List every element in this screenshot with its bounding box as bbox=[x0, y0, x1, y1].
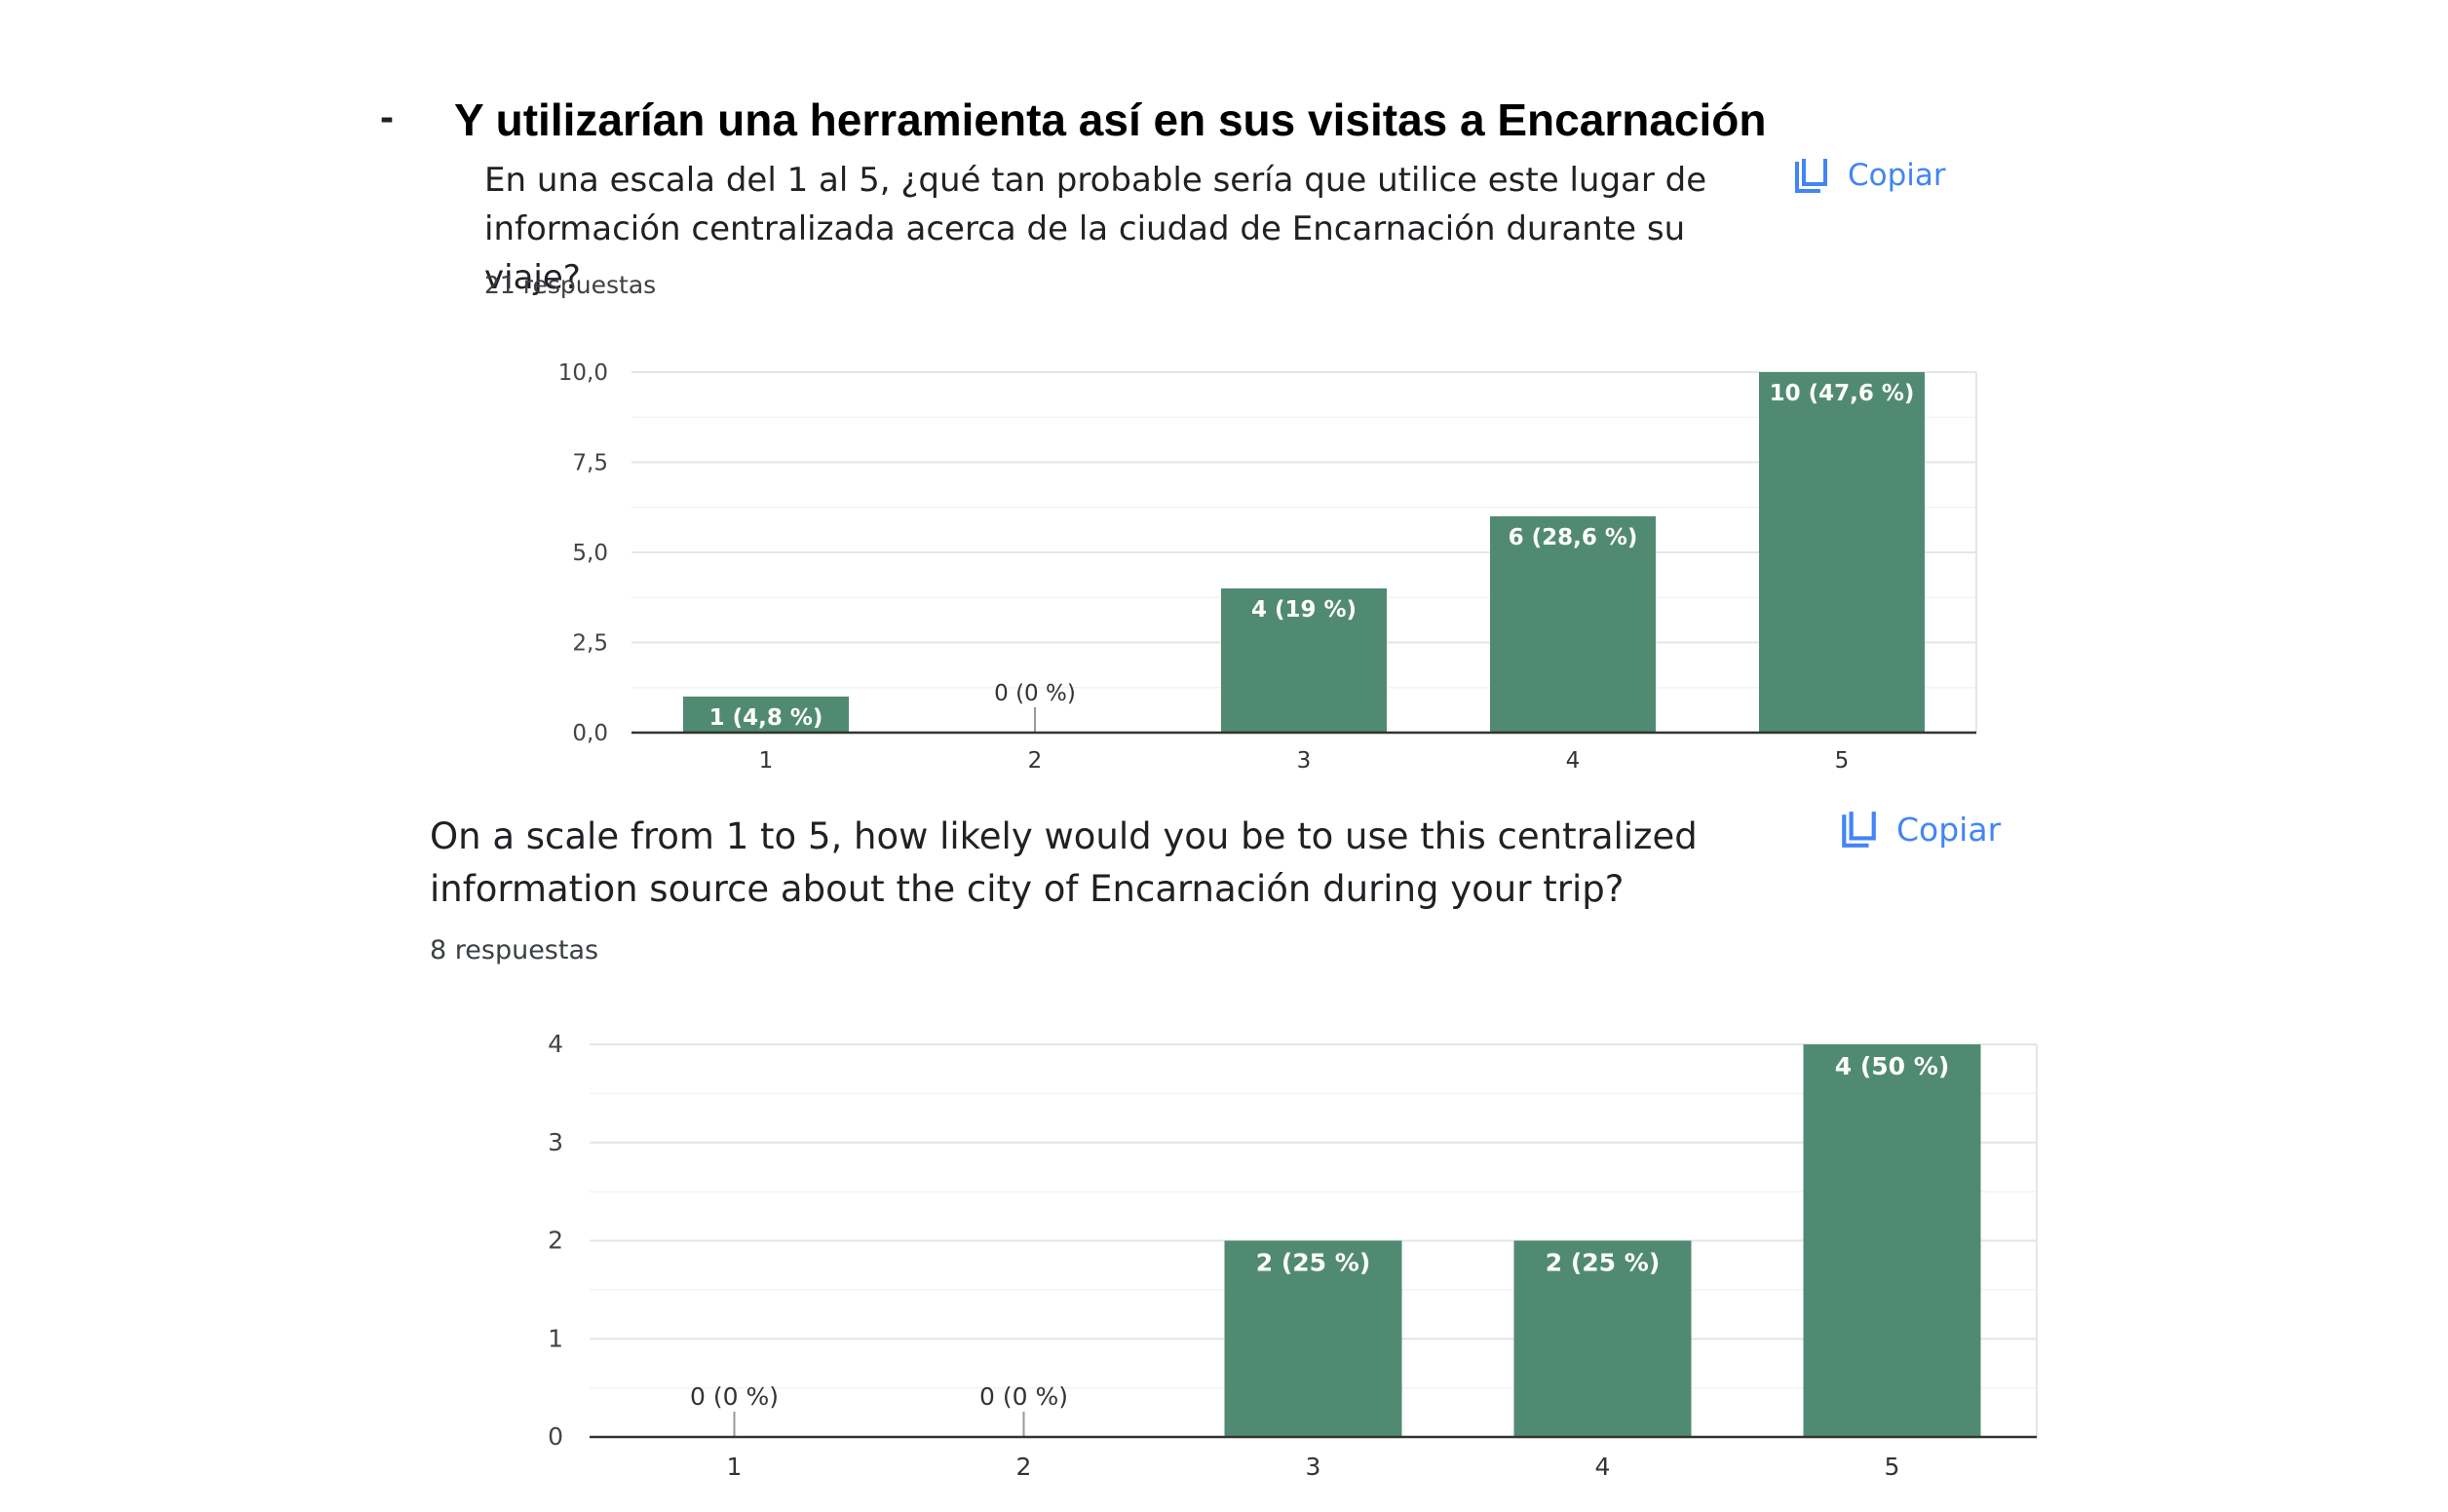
x-tick-label: 1 bbox=[727, 1453, 743, 1481]
question-1-text: En una escala del 1 al 5, ¿qué tan proba… bbox=[484, 161, 1707, 297]
data-label: 1 (4,8 %) bbox=[709, 705, 823, 731]
y-tick-label: 1 bbox=[548, 1324, 563, 1352]
bar bbox=[1221, 588, 1387, 733]
y-tick-label: 5,0 bbox=[572, 541, 608, 566]
question-1-copy-label: Copiar bbox=[1848, 158, 1946, 193]
heading-bullet: - bbox=[380, 94, 394, 139]
y-tick-label: 2,5 bbox=[572, 631, 608, 657]
data-label: 4 (19 %) bbox=[1251, 597, 1357, 623]
question-2-copy-button[interactable]: Copiar bbox=[1838, 809, 2001, 850]
x-tick-label: 4 bbox=[1595, 1453, 1611, 1481]
x-tick-label: 3 bbox=[1297, 748, 1312, 774]
y-tick-label: 0,0 bbox=[572, 721, 608, 746]
question-2-copy-label: Copiar bbox=[1896, 810, 2002, 849]
y-tick-label: 0 bbox=[548, 1422, 563, 1451]
y-tick-label: 4 bbox=[548, 1030, 563, 1058]
bar bbox=[1803, 1044, 1981, 1437]
bar bbox=[1224, 1240, 1402, 1437]
data-label: 0 (0 %) bbox=[690, 1382, 779, 1411]
x-tick-label: 1 bbox=[759, 748, 774, 774]
bar bbox=[1759, 372, 1925, 733]
copy-icon bbox=[1795, 159, 1827, 193]
data-label: 4 (50 %) bbox=[1835, 1052, 1950, 1080]
x-tick-label: 5 bbox=[1835, 748, 1850, 774]
bar bbox=[1513, 1240, 1692, 1437]
x-tick-label: 2 bbox=[1016, 1453, 1032, 1481]
y-tick-label: 7,5 bbox=[572, 451, 608, 476]
x-tick-label: 2 bbox=[1028, 748, 1043, 774]
bar bbox=[1490, 516, 1656, 733]
x-tick-label: 5 bbox=[1885, 1453, 1900, 1481]
section-heading: Y utilizarían una herramienta así en sus… bbox=[454, 94, 1767, 145]
data-label: 10 (47,6 %) bbox=[1770, 381, 1915, 406]
data-label: 0 (0 %) bbox=[979, 1382, 1068, 1411]
data-label: 2 (25 %) bbox=[1546, 1249, 1661, 1277]
y-tick-label: 10,0 bbox=[558, 360, 608, 386]
data-label: 2 (25 %) bbox=[1256, 1249, 1371, 1277]
question-1-response-count: 21 respuestas bbox=[484, 271, 657, 299]
bar bbox=[683, 697, 849, 733]
data-label: 6 (28,6 %) bbox=[1509, 525, 1638, 550]
question-2-response-count: 8 respuestas bbox=[430, 935, 599, 965]
x-tick-label: 4 bbox=[1566, 748, 1581, 774]
data-label: 0 (0 %) bbox=[994, 681, 1076, 706]
y-tick-label: 3 bbox=[548, 1128, 563, 1156]
question-1-copy-button[interactable]: Copiar bbox=[1791, 156, 1946, 195]
y-tick-label: 2 bbox=[548, 1227, 563, 1255]
x-tick-label: 3 bbox=[1306, 1453, 1321, 1481]
copy-icon bbox=[1842, 812, 1876, 848]
question-2-text: On a scale from 1 to 5, how likely would… bbox=[430, 815, 1698, 910]
